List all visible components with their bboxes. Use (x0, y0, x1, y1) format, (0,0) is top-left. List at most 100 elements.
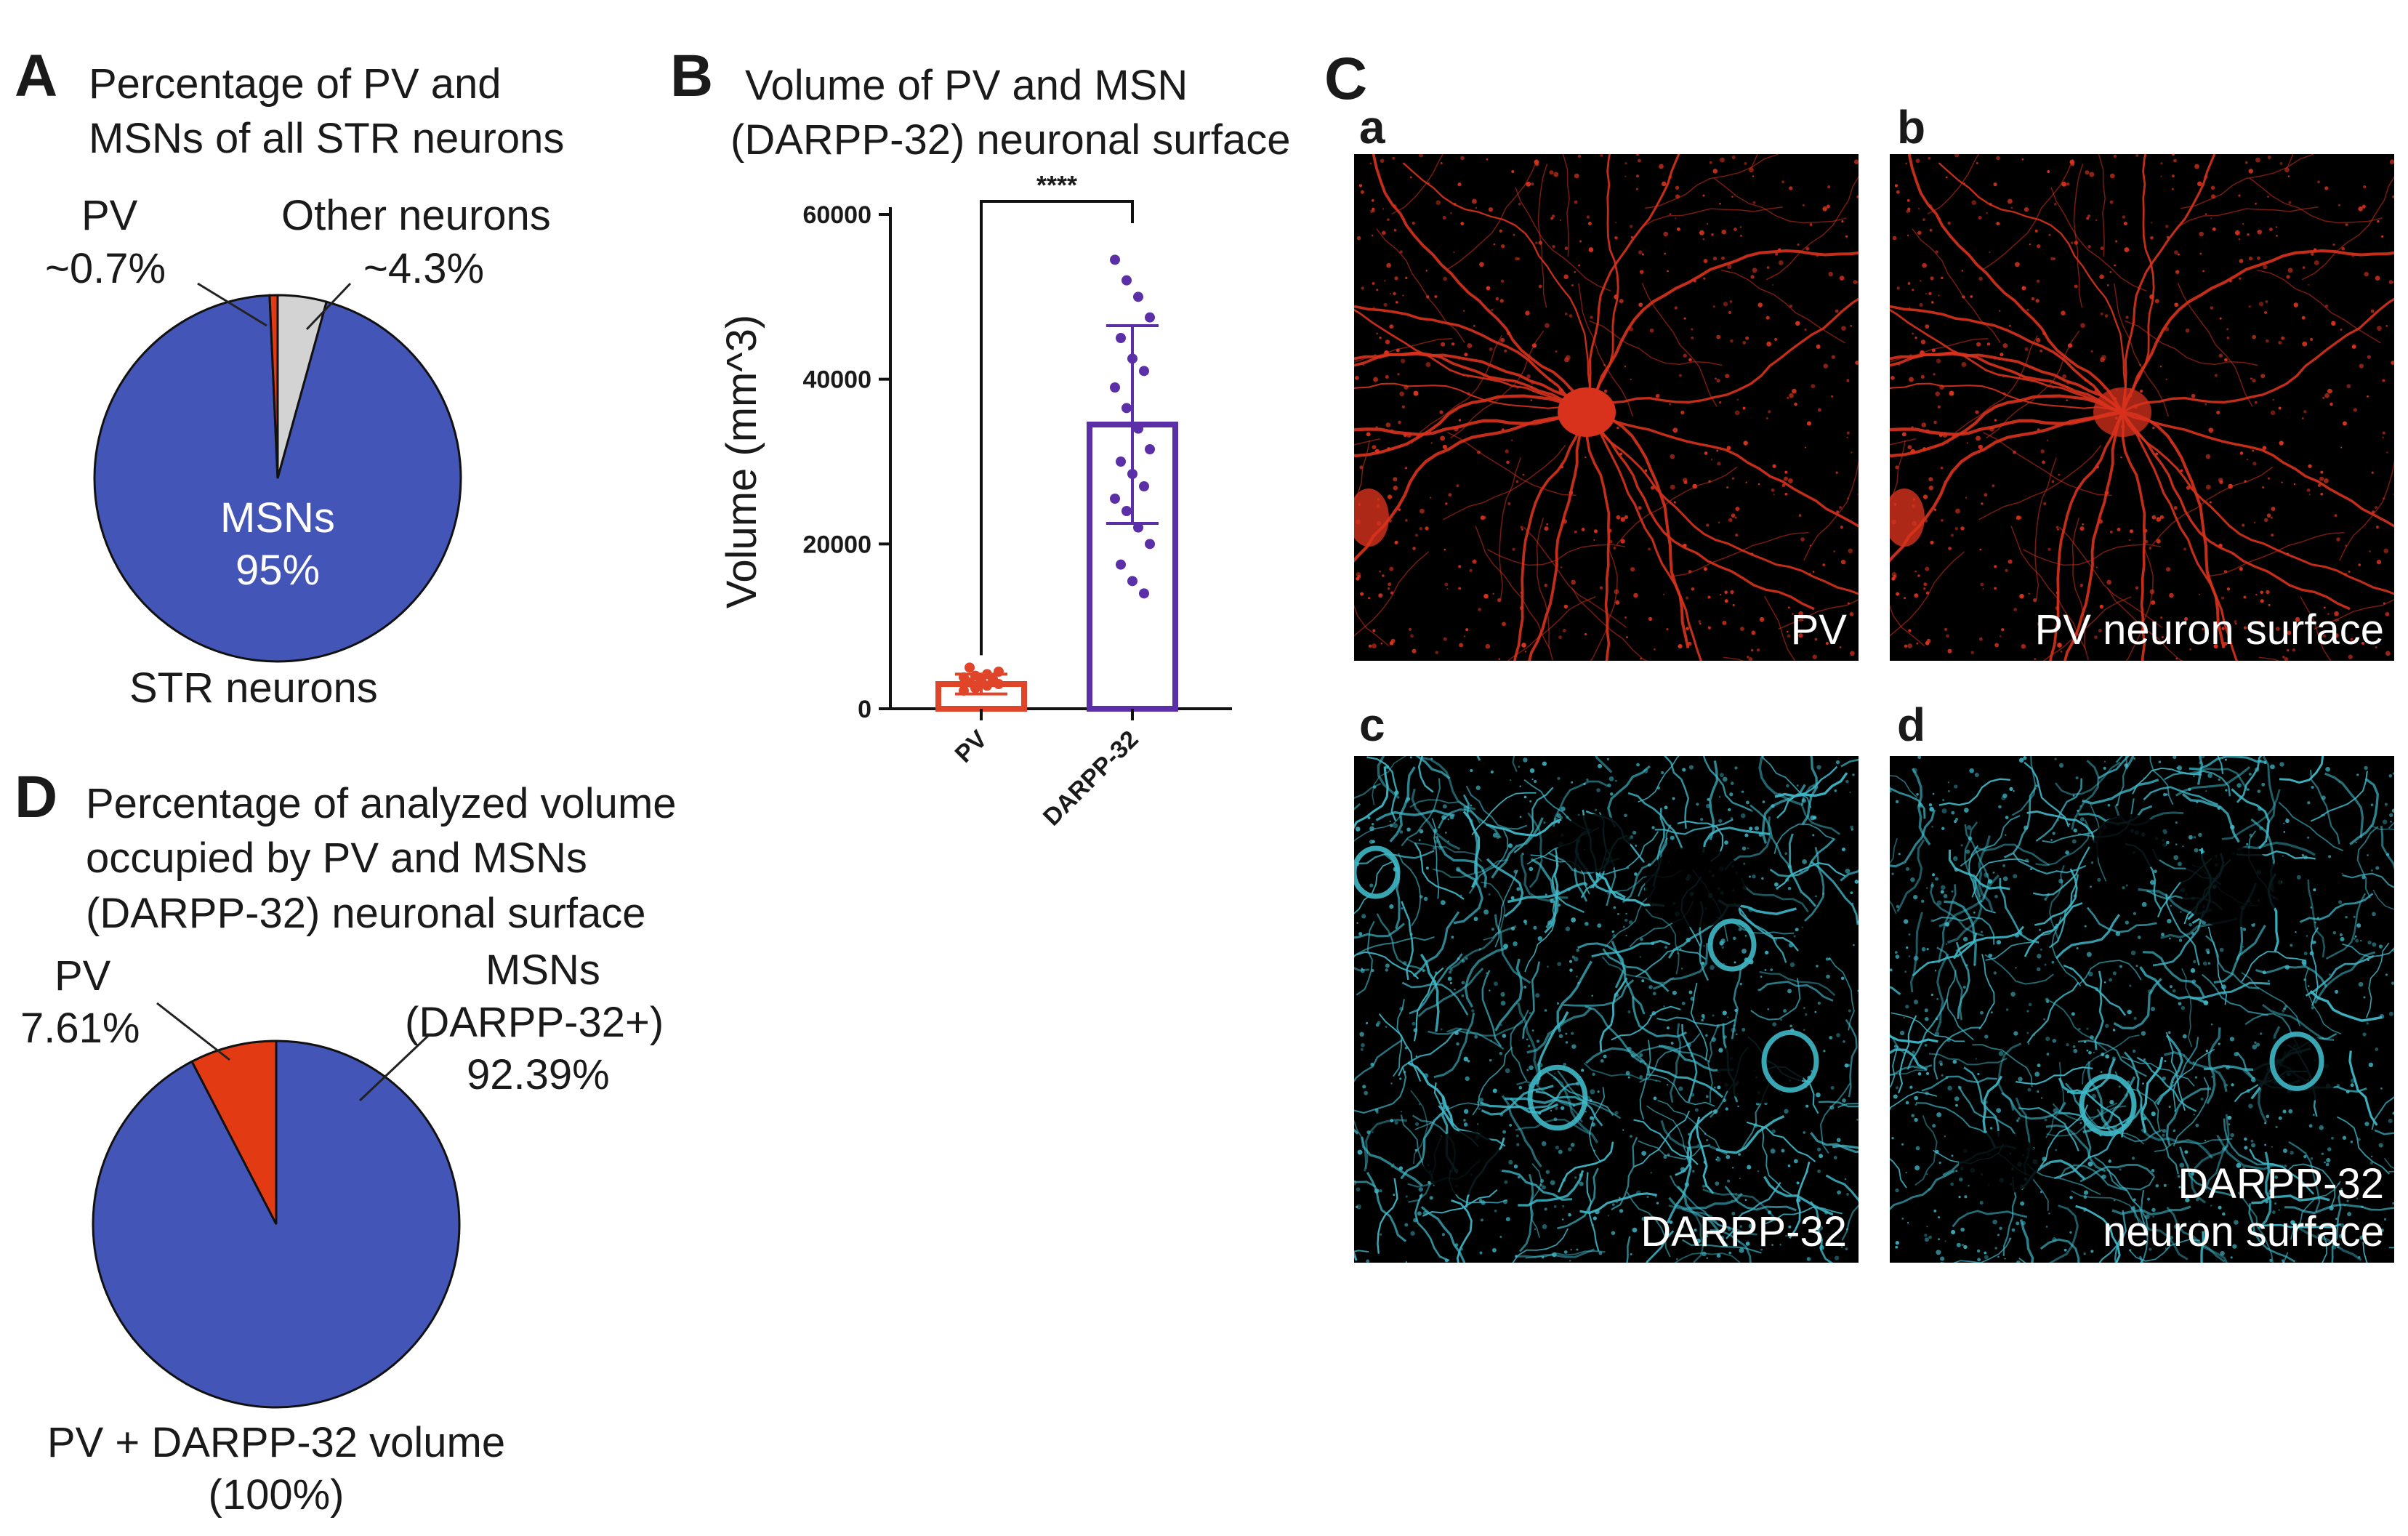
tissue-speckle (2347, 1212, 2352, 1217)
micrograph-speckle (1759, 616, 1765, 622)
micrograph-fiber (2314, 599, 2394, 630)
tissue-speckle (1741, 846, 1747, 851)
tissue-speckle (2221, 1146, 2226, 1151)
tissue-speckle (2182, 1034, 2187, 1039)
tissue-speckle (1928, 803, 1933, 807)
tissue-fiber (1890, 809, 1936, 868)
tissue-fiber (1556, 960, 1592, 1032)
micrograph-speckle (1993, 182, 1997, 187)
micrograph-speckle (1801, 619, 1804, 622)
tissue-speckle (2193, 1061, 2195, 1063)
tissue-speckle (1816, 1092, 1821, 1098)
micrograph-speckle (1704, 451, 1708, 455)
tissue-fiber (1912, 933, 1978, 977)
tissue-speckle (1528, 1045, 1531, 1048)
tissue-speckle (1634, 872, 1638, 876)
tissue-speckle (1965, 964, 1968, 967)
tissue-speckle (1788, 942, 1794, 948)
tissue-speckle (2207, 962, 2211, 965)
tissue-speckle (2337, 1246, 2340, 1249)
tissue-fiber (1432, 859, 1509, 878)
tissue-speckle (2303, 855, 2308, 860)
micrograph-speckle (2334, 514, 2337, 517)
micrograph-speckle (1419, 154, 1424, 158)
tissue-speckle (2057, 819, 2059, 821)
tissue-speckle (1539, 1062, 1541, 1064)
micrograph-speckle (2212, 227, 2216, 231)
tissue-speckle (1730, 781, 1734, 785)
tissue-speckle (2109, 1100, 2114, 1105)
micrograph-speckle (1835, 471, 1838, 474)
tissue-speckle (2338, 1234, 2344, 1239)
tissue-fiber (1422, 1189, 1498, 1217)
micrograph-speckle (2199, 231, 2204, 237)
tissue-speckle (1732, 1167, 1734, 1169)
micrograph-fiber (2034, 457, 2057, 600)
tissue-speckle (1360, 968, 1365, 973)
tissue-speckle (1385, 968, 1389, 972)
tissue-speckle (1616, 1201, 1618, 1204)
panel-a-caption: STR neurons (129, 664, 378, 712)
micrograph-speckle (1978, 444, 1983, 449)
micrograph-speckle (2337, 619, 2340, 622)
micrograph-speckle (1940, 466, 1944, 470)
micrograph-speckle (1954, 526, 1958, 531)
micrograph-speckle (2255, 593, 2258, 596)
tissue-speckle (1786, 784, 1789, 788)
micrograph-speckle (1544, 526, 1549, 531)
micrograph-speckle (1712, 169, 1718, 174)
micrograph-speckle (2115, 240, 2118, 243)
tissue-fiber (1915, 1102, 1989, 1135)
tissue-speckle (1625, 1071, 1630, 1076)
tissue-speckle (2066, 1042, 2069, 1047)
tissue-speckle (1717, 1085, 1721, 1090)
micrograph-fiber (1778, 599, 1859, 630)
micrograph-speckle (2156, 517, 2162, 522)
tissue-speckle (1459, 1247, 1464, 1251)
micrograph-speckle (2244, 161, 2248, 164)
micrograph-speckle (2248, 169, 2254, 174)
panel-d-letter: D (15, 764, 58, 830)
tissue-speckle (1570, 1249, 1572, 1251)
tissue-speckle (2332, 930, 2337, 935)
tissue-fiber (2237, 1191, 2274, 1263)
tissue-speckle (1776, 888, 1779, 890)
tissue-fiber (2121, 1056, 2195, 1087)
tissue-fiber (2140, 1056, 2164, 1133)
tissue-speckle (1405, 799, 1409, 803)
tissue-speckle (1627, 1046, 1632, 1052)
micrograph-fiber (2098, 154, 2106, 257)
micrograph-speckle (2363, 185, 2367, 189)
tissue-speckle (1840, 976, 1845, 981)
tissue-fiber (2173, 1048, 2215, 1111)
tissue-speckle (2332, 1245, 2337, 1250)
micrograph-speckle (1906, 209, 1909, 213)
tissue-speckle (1523, 795, 1527, 799)
micrograph-speckle (2243, 595, 2247, 599)
tissue-speckle (1845, 868, 1851, 874)
micrograph-speckle (2210, 185, 2215, 190)
micrograph-speckle (1498, 658, 1500, 660)
tissue-speckle (2035, 784, 2038, 788)
tissue-speckle (1704, 1133, 1707, 1135)
tissue-speckle (2215, 1184, 2218, 1187)
micrograph-speckle (1970, 651, 1974, 654)
micrograph-speckle (1798, 514, 1802, 517)
tissue-speckle (1529, 800, 1532, 803)
tissue-speckle (1947, 781, 1950, 784)
tissue-speckle (2390, 821, 2392, 823)
tissue-speckle (1958, 1086, 1962, 1090)
micrograph-speckle (1638, 250, 1643, 255)
micrograph-speckle (1728, 518, 1733, 523)
tissue-fiber (2024, 902, 2083, 957)
tissue-fiber (1938, 874, 2000, 928)
tissue-speckle (1724, 840, 1728, 845)
tissue-speckle (1500, 992, 1505, 997)
tissue-speckle (1741, 948, 1747, 954)
tissue-speckle (2018, 757, 2024, 763)
tissue-speckle (1935, 970, 1937, 972)
tissue-speckle (1666, 1084, 1669, 1086)
tissue-speckle (1793, 935, 1796, 938)
tissue-fiber (1462, 811, 1481, 888)
tissue-speckle (1984, 1255, 1989, 1260)
